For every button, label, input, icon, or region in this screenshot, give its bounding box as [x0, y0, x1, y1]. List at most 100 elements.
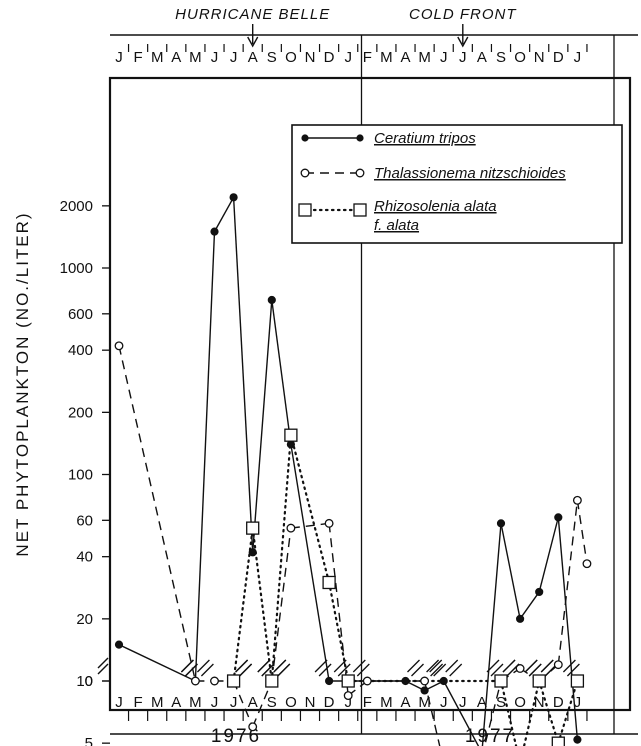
series-segment-7	[522, 679, 541, 746]
data-point	[114, 640, 124, 649]
data-point	[324, 518, 334, 528]
y-tick-label: 60	[76, 512, 93, 529]
data-point	[246, 521, 260, 535]
data-point	[325, 676, 334, 686]
data-point	[494, 674, 508, 688]
y-axis: 0 5 10 20 40 60 100 200 400 600 1000 2000 NET PHYTOP…	[13, 198, 110, 746]
data-point	[554, 513, 563, 522]
bottom-month-label: A	[171, 694, 181, 711]
data-point	[532, 674, 546, 688]
series-segment-2	[270, 434, 292, 683]
series-break-mark	[429, 659, 443, 673]
data-point	[229, 193, 238, 202]
bottom-month-label: D	[324, 694, 335, 711]
y-tick-label: 2000	[60, 198, 93, 215]
series-segment-12	[483, 680, 502, 746]
top-month-label: A	[171, 49, 181, 66]
top-month-label: M	[418, 49, 431, 66]
event-arrow-head-0	[247, 36, 259, 48]
top-month-label: N	[534, 49, 545, 66]
legend-label-0: Ceratium tripos	[374, 130, 476, 147]
series-break-mark	[411, 663, 424, 677]
series-segment-0	[118, 345, 197, 682]
data-point	[570, 674, 585, 688]
data-point	[439, 676, 448, 686]
bottom-month-label: S	[267, 694, 277, 711]
bottom-month-label: F	[134, 694, 143, 711]
data-point	[401, 676, 410, 686]
series-segment-3	[289, 434, 331, 584]
bottom-month-label: D	[553, 694, 564, 711]
legend-box	[291, 124, 623, 244]
series-segment-0	[118, 644, 196, 682]
y-tick-label: 5	[85, 735, 93, 746]
series-break-mark	[426, 659, 440, 673]
data-point	[210, 227, 219, 236]
bottom-month-label: N	[534, 694, 545, 711]
series-segment-3	[232, 680, 254, 728]
series-break-mark	[180, 659, 194, 673]
series-break-mark	[540, 659, 554, 673]
data-point	[322, 575, 336, 590]
series-break-mark	[486, 659, 500, 673]
top-month-label: N	[305, 49, 316, 66]
legend-marker-2b	[353, 203, 367, 217]
top-month-label: F	[134, 49, 143, 66]
series-segment-4	[252, 299, 273, 553]
bottom-month-label: S	[496, 694, 506, 711]
top-month-label: S	[267, 49, 277, 66]
top-month-label: A	[477, 49, 487, 66]
data-series	[114, 193, 592, 746]
series-segment-2	[213, 196, 235, 232]
series-break-mark	[524, 659, 538, 673]
series-segment-11	[481, 523, 502, 746]
series-break-mark	[502, 659, 516, 673]
series-break-mark	[318, 663, 332, 677]
series-markers-2	[226, 428, 585, 746]
data-point	[496, 519, 506, 528]
top-month-label: J	[230, 49, 238, 66]
year-label-1977: 1977	[465, 726, 515, 746]
series-segment-16	[557, 500, 579, 665]
bottom-month-label: M	[189, 694, 202, 711]
series-break-mark	[184, 663, 198, 677]
plot-border	[108, 76, 632, 712]
series-break-mark	[200, 663, 214, 677]
y-tick-label: 0	[85, 673, 93, 690]
legend: Ceratium tripos Thalassionema nitzschioid…	[291, 124, 623, 244]
series-segment-6	[499, 679, 518, 746]
series-break-mark	[352, 659, 366, 673]
legend-marker-0b	[356, 134, 364, 142]
series-break-mark	[562, 659, 576, 673]
bottom-month-label: J	[344, 694, 352, 711]
series-segment-8	[538, 679, 560, 745]
series-break-mark	[337, 663, 351, 677]
bottom-month-label: J	[459, 694, 467, 711]
y-axis-break-1	[97, 663, 109, 675]
series-segment-10	[443, 680, 480, 746]
event-label-0: HURRICANE BELLE	[175, 6, 330, 23]
series-segment-3	[232, 197, 254, 553]
series-markers-0	[114, 193, 582, 744]
event-arrow-head-1	[457, 36, 469, 48]
data-point	[573, 735, 582, 744]
y-tick-label: 40	[76, 549, 93, 566]
data-point	[267, 295, 276, 305]
series-break-mark	[356, 663, 370, 677]
top-month-label: J	[459, 49, 467, 66]
bottom-month-label: M	[418, 694, 431, 711]
bottom-month-label: F	[363, 694, 372, 711]
series-segment-13	[519, 591, 540, 620]
legend-marker-1a	[300, 168, 310, 178]
top-month-label: F	[363, 49, 372, 66]
y-tick-label: 10	[76, 673, 93, 690]
top-month-label: J	[211, 49, 219, 66]
bottom-month-label: J	[115, 694, 123, 711]
series-break-mark	[277, 663, 291, 677]
data-point	[420, 686, 429, 695]
bottom-month-label: O	[285, 694, 297, 711]
data-point	[114, 341, 124, 351]
top-month-label: A	[400, 49, 410, 66]
data-point	[572, 495, 582, 505]
series-break-mark	[433, 663, 447, 677]
